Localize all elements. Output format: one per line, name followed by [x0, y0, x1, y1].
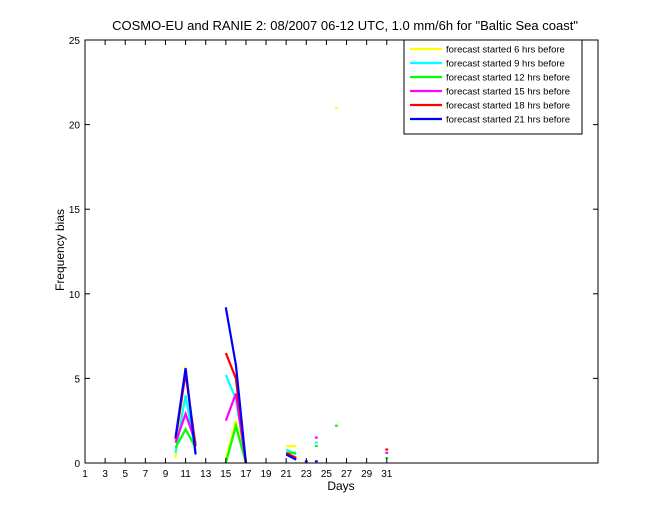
x-tick-label: 7: [143, 469, 149, 480]
y-tick-label: 5: [74, 374, 80, 385]
y-tick-label: 0: [74, 459, 80, 470]
series-6-line-3: [285, 453, 297, 461]
x-tick-label: 25: [321, 469, 333, 480]
x-tick-label: 15: [220, 469, 232, 480]
legend-entry-label: forecast started 6 hrs before: [446, 45, 565, 56]
x-tick-label: 13: [200, 469, 212, 480]
series-6-line-1: [174, 368, 197, 455]
x-tick-label: 21: [281, 469, 293, 480]
legend-entry-label: forecast started 15 hrs before: [446, 87, 570, 98]
legend-entry-label: forecast started 12 hrs before: [446, 73, 570, 84]
plot-area: [174, 106, 389, 464]
y-tick-label: 20: [69, 121, 81, 132]
x-tick-label: 31: [381, 469, 393, 480]
x-tick-label: 27: [341, 469, 353, 480]
x-tick-label: 19: [260, 469, 272, 480]
series-3-line-2: [224, 421, 247, 464]
chart-title: COSMO-EU and RANIE 2: 08/2007 06-12 UTC,…: [112, 18, 578, 33]
x-tick-label: 3: [102, 469, 108, 480]
x-tick-label: 9: [163, 469, 169, 480]
y-tick-label: 10: [69, 290, 81, 301]
x-tick-label: 1: [82, 469, 88, 480]
series-6: [174, 307, 318, 464]
y-tick-label: 15: [69, 205, 81, 216]
legend: forecast started 6 hrs before forecast st…: [403, 39, 583, 135]
series-3-line-1: [174, 426, 197, 449]
plot-frame: [84, 39, 599, 464]
x-tick-label: 23: [301, 469, 313, 480]
y-tick-label: 25: [69, 36, 81, 47]
legend-entry-label: forecast started 21 hrs before: [446, 115, 570, 126]
series-6-line-2: [224, 307, 247, 464]
y-axis-label: Frequency bias: [53, 209, 67, 291]
x-tick-label: 5: [122, 469, 128, 480]
x-tick-label: 29: [361, 469, 373, 480]
x-axis-label: Days: [327, 479, 354, 493]
x-tick-label: 11: [180, 469, 191, 480]
series-5-line-3: [285, 451, 297, 459]
series-3: [174, 421, 389, 464]
legend-entry-label: forecast started 18 hrs before: [446, 101, 570, 112]
legend-entry-label: forecast started 9 hrs before: [446, 59, 565, 70]
x-tick-label: 17: [240, 469, 252, 480]
